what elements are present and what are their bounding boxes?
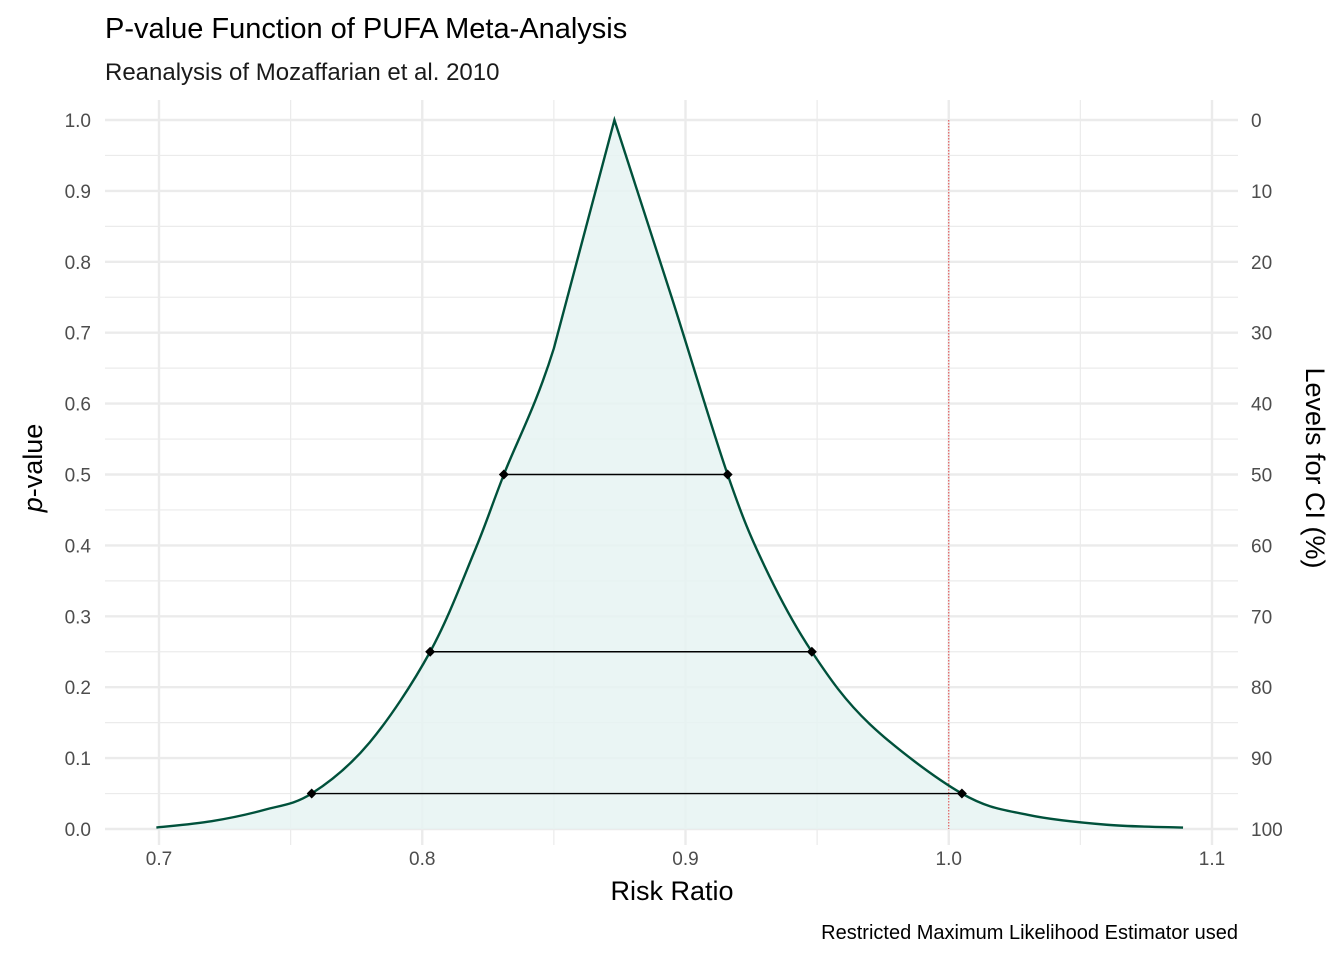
secondary-y-tick-label: 40 (1251, 395, 1272, 416)
y-tick-label: 0.1 (65, 749, 91, 770)
secondary-y-axis-title: Levels for CI (%) (1300, 367, 1330, 568)
secondary-y-tick-label: 50 (1251, 466, 1272, 487)
y-tick-label: 0.2 (65, 678, 91, 699)
chart-subtitle: Reanalysis of Mozaffarian et al. 2010 (105, 59, 499, 86)
y-tick-label: 0.0 (65, 820, 91, 841)
y-axis-title-italic: p (18, 497, 48, 513)
ci-endpoint-marker (425, 646, 436, 657)
y-axis-title: p-value (18, 424, 48, 514)
chart-caption: Restricted Maximum Likelihood Estimator … (821, 922, 1238, 944)
secondary-y-tick-label: 0 (1251, 111, 1262, 132)
x-tick-label: 0.7 (146, 849, 172, 870)
x-tick-label: 1.0 (936, 849, 962, 870)
x-axis-ticks: 0.7 0.8 0.9 1.0 1.1 (146, 849, 1225, 870)
y-tick-label: 0.6 (65, 395, 91, 416)
x-tick-label: 0.9 (672, 849, 698, 870)
secondary-y-tick-label: 80 (1251, 678, 1272, 699)
y-tick-label: 0.3 (65, 607, 91, 628)
y-tick-label: 1.0 (65, 111, 91, 132)
secondary-y-tick-label: 20 (1251, 253, 1272, 274)
ci-segments (306, 469, 967, 799)
ci-endpoint-marker (306, 788, 317, 799)
secondary-y-tick-label: 90 (1251, 749, 1272, 770)
y-tick-label: 0.8 (65, 253, 91, 274)
ci-endpoint-marker (956, 788, 967, 799)
y-axis-title-rest: -value (18, 424, 48, 498)
secondary-y-tick-label: 60 (1251, 536, 1272, 557)
secondary-y-tick-label: 70 (1251, 607, 1272, 628)
y-tick-label: 0.7 (65, 324, 91, 345)
y-tick-label: 0.5 (65, 466, 91, 487)
x-tick-label: 0.8 (409, 849, 435, 870)
x-axis-title: Risk Ratio (610, 876, 733, 906)
ci-endpoint-marker (722, 469, 733, 480)
x-tick-label: 1.1 (1199, 849, 1225, 870)
secondary-y-tick-label: 100 (1251, 820, 1283, 841)
secondary-y-tick-label: 10 (1251, 182, 1272, 203)
ci-endpoint-marker (498, 469, 509, 480)
y-tick-label: 0.4 (65, 536, 92, 557)
chart-title: P-value Function of PUFA Meta-Analysis (105, 13, 627, 45)
ci-endpoint-marker (806, 646, 817, 657)
secondary-y-tick-label: 30 (1251, 324, 1272, 345)
y-tick-label: 0.9 (65, 182, 91, 203)
y-axis-ticks: 0.0 0.1 0.2 0.3 0.4 0.5 0.6 0.7 0.8 0.9 1.0 (65, 111, 92, 841)
